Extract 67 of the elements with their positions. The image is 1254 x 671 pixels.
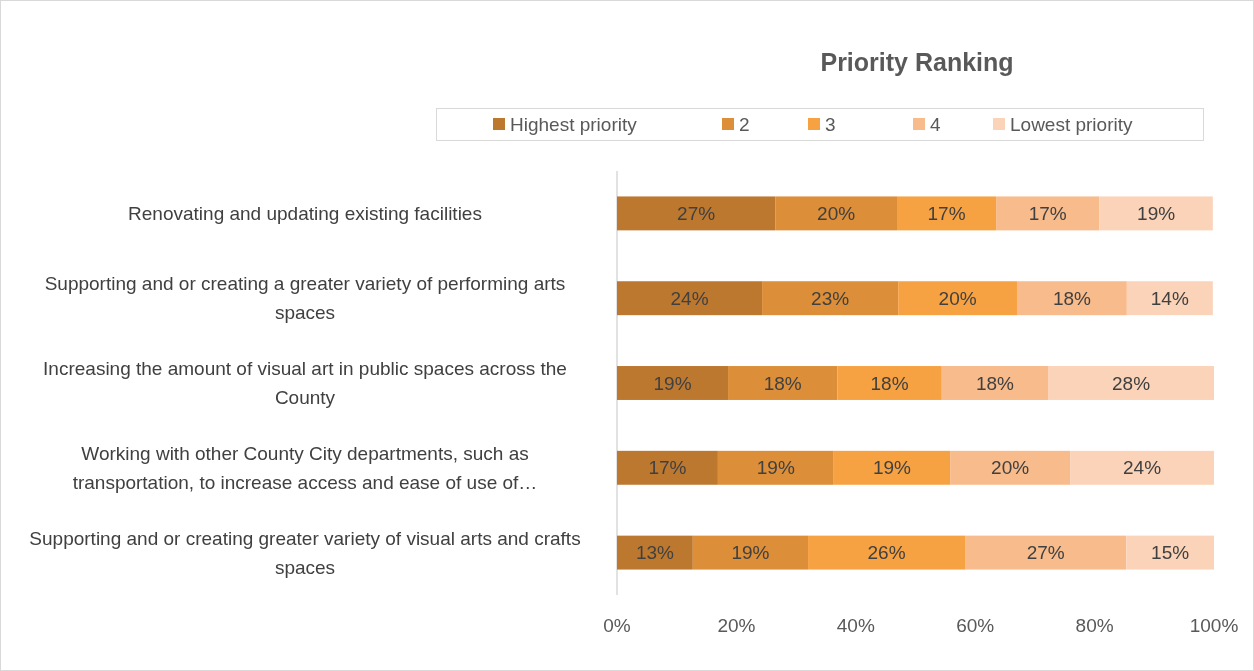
bar xyxy=(896,196,997,231)
bar xyxy=(617,281,763,316)
data-label: 27% xyxy=(677,203,716,225)
legend-label: 4 xyxy=(930,113,941,135)
bar xyxy=(692,535,809,570)
data-label: 20% xyxy=(817,203,856,225)
bar xyxy=(1048,366,1214,400)
bar xyxy=(717,450,834,485)
bar xyxy=(950,450,1071,485)
y-tick-label: Supporting and or creating greater variety of visual arts and crafts spaces xyxy=(29,527,581,578)
data-label: 17% xyxy=(648,457,687,479)
bar xyxy=(1126,535,1214,570)
bar xyxy=(1016,281,1127,316)
x-tick-label: 60% xyxy=(956,614,995,636)
legend-label: Highest priority xyxy=(510,113,638,135)
data-label: 19% xyxy=(872,457,912,479)
bar xyxy=(1126,281,1213,316)
data-label: 19% xyxy=(653,372,692,394)
bar xyxy=(808,535,966,570)
y-tick-label: Renovating and updating existing facilities xyxy=(128,203,482,225)
bar xyxy=(762,281,899,316)
data-label: 17% xyxy=(927,203,966,225)
x-tick-label: 0% xyxy=(603,614,631,636)
data-label: 18% xyxy=(763,372,802,394)
data-label: 24% xyxy=(670,287,709,309)
bar xyxy=(941,366,1049,400)
bar xyxy=(617,535,693,570)
bar xyxy=(617,450,718,485)
bar xyxy=(617,196,776,231)
bar xyxy=(837,366,942,400)
data-label: 15% xyxy=(1151,542,1190,564)
x-tick-label: 100% xyxy=(1189,614,1239,636)
bar xyxy=(898,281,1017,316)
bar xyxy=(1070,450,1214,485)
data-label: 19% xyxy=(756,457,795,479)
data-label: 19% xyxy=(731,542,770,564)
legend-label: 2 xyxy=(739,113,750,135)
bar xyxy=(775,196,897,231)
data-label: 24% xyxy=(1123,457,1162,479)
data-label: 18% xyxy=(975,372,1015,394)
data-label: 17% xyxy=(1028,203,1067,225)
y-tick-label: Supporting and or creating a greater variety of performing arts spaces xyxy=(44,273,566,324)
y-tick-label: Working with other County City departments, such as transportation, to increase access and ease of use of… xyxy=(72,442,538,493)
bar xyxy=(728,366,838,400)
bar xyxy=(965,535,1127,570)
data-label: 28% xyxy=(1112,372,1151,394)
bar xyxy=(617,366,729,400)
x-tick-label: 20% xyxy=(717,614,756,636)
legend-label: Lowest priority xyxy=(1010,113,1133,135)
data-label: 23% xyxy=(811,287,850,309)
data-label: 20% xyxy=(991,457,1030,479)
legend-label: 3 xyxy=(825,113,836,135)
data-label: 14% xyxy=(1150,287,1189,309)
data-label: 27% xyxy=(1026,542,1065,564)
x-tick-label: 40% xyxy=(836,614,875,636)
data-label: 18% xyxy=(1052,287,1092,309)
data-label: 20% xyxy=(938,287,977,309)
bar xyxy=(996,196,1100,231)
bar xyxy=(1099,196,1213,231)
data-label: 19% xyxy=(1137,203,1176,225)
data-label: 18% xyxy=(870,372,909,394)
data-label: 26% xyxy=(867,542,906,564)
chart-title: Priority Ranking xyxy=(820,47,1014,76)
y-tick-label: Increasing the amount of visual art in public spaces across the County xyxy=(43,358,567,409)
data-label: 13% xyxy=(635,542,675,564)
x-tick-label: 80% xyxy=(1075,614,1114,636)
bar xyxy=(833,450,951,485)
